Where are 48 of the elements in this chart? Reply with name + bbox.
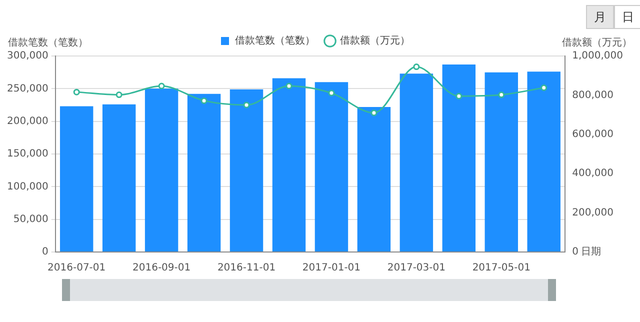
- x-tick-label: 2016-09-01: [132, 262, 191, 274]
- y2-axis-title: 借款额（万元）: [562, 36, 632, 49]
- x-tick-label: 2017-01-01: [302, 262, 361, 274]
- bar: [400, 74, 434, 252]
- point: [540, 84, 548, 91]
- y-tick-label: 200,000: [6, 116, 48, 127]
- y2-tick-label: 200,000: [572, 207, 614, 218]
- y2-tick-label: 400,000: [572, 168, 614, 180]
- y2-tick-label: 600,000: [572, 128, 614, 140]
- point: [370, 110, 378, 116]
- y-tick-label: 150,000: [6, 148, 48, 160]
- bar: [187, 94, 221, 252]
- y-tick-label: 250,000: [6, 83, 48, 94]
- point: [413, 64, 420, 70]
- bar: [442, 64, 476, 252]
- bar: [144, 88, 178, 252]
- point: [498, 92, 505, 98]
- point: [73, 88, 80, 96]
- x-tick-label: 2016-07-01: [48, 262, 106, 274]
- bar: [272, 78, 306, 252]
- point: [456, 92, 462, 100]
- point: [116, 92, 122, 98]
- point: [200, 97, 208, 104]
- x-tick-label: 2017-03-01: [387, 262, 446, 274]
- point: [243, 102, 250, 108]
- y2-tick-label: 800,000: [572, 90, 614, 101]
- y2-tick-label: 0: [572, 246, 578, 258]
- bar: [230, 89, 264, 252]
- y-tick-label: 300,000: [6, 50, 48, 62]
- bar: [314, 82, 348, 252]
- x-tick-label: 2016-11-01: [217, 262, 276, 274]
- x-tick-label: 2017-05-01: [472, 262, 530, 274]
- bar: [527, 72, 560, 252]
- legend-label: 借款额（万元）: [340, 34, 410, 47]
- bar: [60, 106, 94, 252]
- y-tick-label: 50,000: [13, 214, 48, 225]
- y-axis-title: 借款笔数（笔数）: [8, 36, 88, 49]
- y2-tick-label: 1,000,000: [572, 50, 624, 62]
- legend-label: 借款笔数（笔数）: [235, 34, 315, 47]
- point: [328, 90, 335, 96]
- x-axis-title: 日期: [581, 246, 602, 258]
- bar: [102, 104, 136, 252]
- bar: [484, 72, 518, 252]
- point: [158, 82, 165, 90]
- y-tick-label: 100,000: [6, 181, 48, 192]
- y-tick-label: 0: [42, 246, 48, 258]
- point: [286, 82, 292, 90]
- bar: [357, 106, 391, 252]
